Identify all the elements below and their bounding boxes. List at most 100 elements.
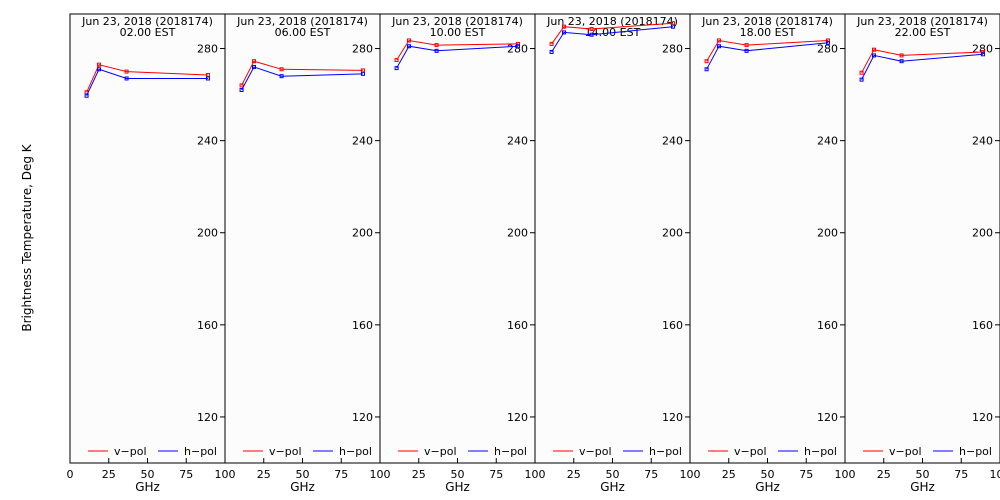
panel-title-date: Jun 23, 2018 (2018174) xyxy=(236,15,368,28)
panel-frame xyxy=(844,13,1000,464)
y-tick-label: 200 xyxy=(352,227,373,240)
series-line-h-pol xyxy=(241,66,363,91)
y-tick-label: 120 xyxy=(662,411,683,424)
x-tick-label: 50 xyxy=(916,468,930,481)
data-point xyxy=(434,48,439,53)
series-line-h-pol xyxy=(86,68,208,96)
x-tick-label: 100 xyxy=(990,468,1000,481)
data-point xyxy=(561,30,566,35)
data-point xyxy=(980,52,985,57)
data-point xyxy=(124,76,129,81)
data-point xyxy=(549,49,554,54)
data-point xyxy=(394,58,399,63)
x-tick-label: 25 xyxy=(257,468,271,481)
y-tick-label: 240 xyxy=(817,135,838,148)
y-tick-label: 120 xyxy=(972,411,993,424)
y-tick-label: 120 xyxy=(507,411,528,424)
x-tick-label: 75 xyxy=(489,468,503,481)
y-tick-label: 280 xyxy=(817,43,838,56)
y-tick-label: 160 xyxy=(662,319,683,332)
legend-label: v−pol xyxy=(889,445,922,458)
data-point xyxy=(744,43,749,48)
y-tick-label: 160 xyxy=(817,319,838,332)
x-tick-label: 100 xyxy=(370,468,391,481)
x-axis-label: GHz xyxy=(135,480,160,494)
series-line-v-pol xyxy=(861,49,984,73)
panel-6: Jun 23, 2018 (2018174)22.00 EST 120 160 200… xyxy=(844,13,1000,494)
data-point xyxy=(589,32,594,37)
data-point xyxy=(744,48,749,53)
data-point xyxy=(704,67,709,72)
legend-label: v−pol xyxy=(579,445,612,458)
series-line-v-pol xyxy=(241,60,363,86)
data-point xyxy=(704,59,709,64)
series-line-v-pol xyxy=(86,64,208,93)
data-point xyxy=(899,59,904,64)
panel-title-date: Jun 23, 2018 (2018174) xyxy=(81,15,213,28)
x-tick-label: 100 xyxy=(835,468,856,481)
x-axis-label: GHz xyxy=(600,480,625,494)
data-point xyxy=(279,74,284,79)
y-tick-label: 120 xyxy=(197,411,218,424)
data-point xyxy=(239,83,244,88)
x-tick-label: 100 xyxy=(215,468,236,481)
data-point xyxy=(406,38,411,43)
data-point xyxy=(859,70,864,75)
y-tick-label: 240 xyxy=(972,135,993,148)
data-point xyxy=(871,53,876,58)
y-tick-label: 280 xyxy=(352,43,373,56)
series-line-v-pol xyxy=(706,39,829,62)
data-point xyxy=(980,49,985,54)
legend-label: h−pol xyxy=(804,445,837,458)
y-tick-label: 240 xyxy=(197,135,218,148)
data-point xyxy=(716,38,721,43)
panel-title-time: 22.00 EST xyxy=(895,26,951,39)
panel-1: Jun 23, 2018 (2018174)02.00 EST 120 160 200… xyxy=(67,13,236,494)
x-tick-label: 75 xyxy=(334,468,348,481)
x-tick-label: 75 xyxy=(179,468,193,481)
data-point xyxy=(589,26,594,31)
legend-label: h−pol xyxy=(959,445,992,458)
data-point xyxy=(251,64,256,69)
x-tick-label: 25 xyxy=(722,468,736,481)
legend-label: v−pol xyxy=(424,445,457,458)
data-point xyxy=(239,87,244,92)
panel-title-time: 06.00 EST xyxy=(275,26,331,39)
data-point xyxy=(825,40,830,45)
x-tick-label: 50 xyxy=(606,468,620,481)
data-point xyxy=(561,24,566,29)
y-tick-label: 160 xyxy=(197,319,218,332)
x-tick-label: 25 xyxy=(412,468,426,481)
panel-4: Jun 23, 2018 (2018174)14.00 EST120160200… xyxy=(534,13,701,494)
data-point xyxy=(394,66,399,71)
x-tick-label: 75 xyxy=(799,468,813,481)
panel-frame xyxy=(379,13,536,464)
series-line-h-pol xyxy=(861,53,984,80)
data-point xyxy=(670,24,675,29)
y-tick-label: 160 xyxy=(507,319,528,332)
data-point xyxy=(825,38,830,43)
x-tick-label: 50 xyxy=(451,468,465,481)
x-axis-label: GHz xyxy=(290,480,315,494)
data-point xyxy=(716,44,721,49)
data-point xyxy=(84,93,89,98)
data-point xyxy=(251,59,256,64)
panel-title-time: 18.00 EST xyxy=(740,26,796,39)
x-tick-label: 50 xyxy=(761,468,775,481)
y-tick-label: 120 xyxy=(817,411,838,424)
data-point xyxy=(124,69,129,74)
panel-title-date: Jun 23, 2018 (2018174) xyxy=(856,15,988,28)
panel-5: Jun 23, 2018 (2018174)18.00 EST 120 160 200… xyxy=(689,13,856,494)
legend-label: v−pol xyxy=(269,445,302,458)
x-axis-label: GHz xyxy=(755,480,780,494)
series-line-h-pol xyxy=(706,42,829,70)
panel-frame xyxy=(69,13,226,464)
legend-label: h−pol xyxy=(184,445,217,458)
y-tick-label: 160 xyxy=(972,319,993,332)
data-point xyxy=(279,67,284,72)
x-tick-label: 100 xyxy=(680,468,701,481)
panels-group: Jun 23, 2018 (2018174)02.00 EST120160200… xyxy=(67,13,1000,494)
panel-frame xyxy=(534,13,691,464)
legend-label: h−pol xyxy=(339,445,372,458)
